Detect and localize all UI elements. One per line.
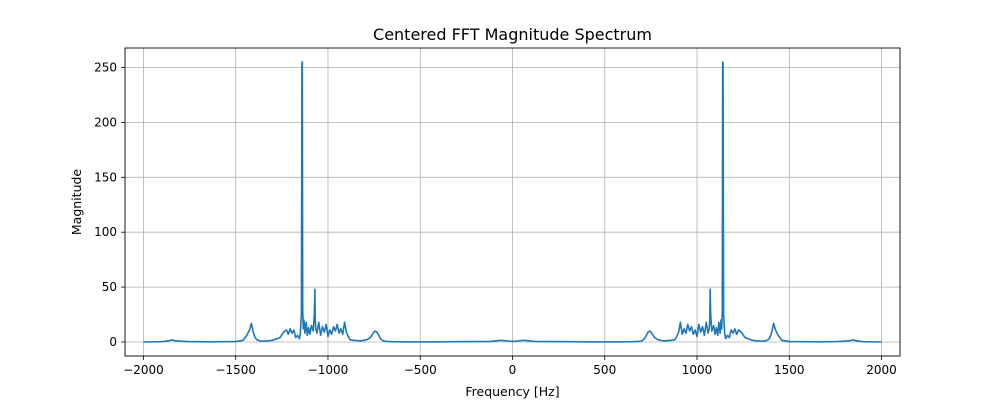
- chart-title: Centered FFT Magnitude Spectrum: [373, 25, 652, 44]
- y-tick-label: 200: [94, 115, 117, 129]
- y-axis-ticks: 0 50 100 150 200 250: [94, 60, 125, 349]
- x-tick-label: 2000: [866, 363, 897, 377]
- x-tick-label: −2000: [123, 363, 164, 377]
- y-tick-label: 100: [94, 225, 117, 239]
- y-tick-label: 250: [94, 60, 117, 74]
- y-tick-label: 150: [94, 170, 117, 184]
- x-axis-ticks: −2000 −1500 −1000 −500 0 500 1000 1500 2000: [123, 356, 897, 377]
- x-tick-label: −1500: [215, 363, 256, 377]
- x-tick-label: −500: [404, 363, 437, 377]
- series-line-magnitude: [143, 61, 882, 343]
- y-tick-label: 0: [109, 335, 117, 349]
- y-axis-label: Magnitude: [69, 169, 84, 236]
- y-tick-label: 50: [102, 280, 117, 294]
- x-tick-label: −1000: [308, 363, 349, 377]
- plot-area: [143, 61, 882, 343]
- x-tick-label: 1500: [774, 363, 805, 377]
- x-axis-label: Frequency [Hz]: [465, 384, 559, 399]
- x-tick-label: 0: [509, 363, 517, 377]
- x-tick-label: 500: [593, 363, 616, 377]
- x-tick-label: 1000: [682, 363, 713, 377]
